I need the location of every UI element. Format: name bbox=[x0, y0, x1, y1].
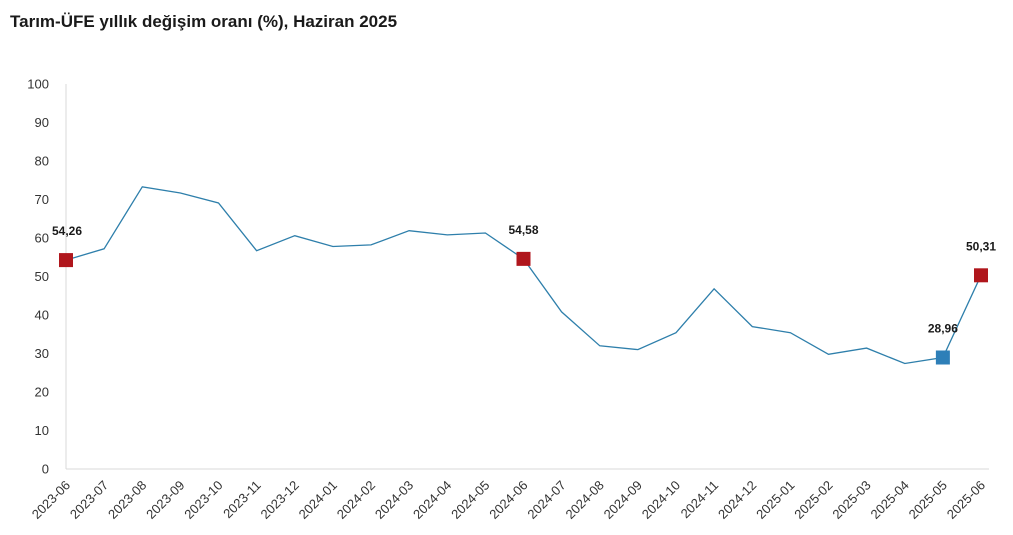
y-tick-label: 40 bbox=[35, 308, 49, 323]
x-tick-label: 2023-09 bbox=[143, 478, 187, 522]
x-tick-label: 2023-07 bbox=[67, 478, 111, 522]
x-tick-label: 2024-10 bbox=[639, 478, 683, 522]
highlight-marker bbox=[516, 251, 531, 266]
x-tick-label: 2024-03 bbox=[372, 478, 416, 522]
y-tick-label: 100 bbox=[27, 77, 49, 92]
x-tick-label: 2024-07 bbox=[524, 478, 568, 522]
x-tick-label: 2024-08 bbox=[563, 478, 607, 522]
y-tick-label: 80 bbox=[35, 154, 49, 169]
y-tick-label: 70 bbox=[35, 192, 49, 207]
x-tick-label: 2023-12 bbox=[258, 478, 302, 522]
x-tick-label: 2025-06 bbox=[944, 478, 988, 522]
y-tick-label: 10 bbox=[35, 423, 49, 438]
x-tick-label: 2023-08 bbox=[105, 478, 149, 522]
x-tick-label: 2024-01 bbox=[296, 478, 340, 522]
x-tick-label: 2025-03 bbox=[829, 478, 873, 522]
data-label: 54,58 bbox=[508, 223, 538, 237]
data-label: 28,96 bbox=[928, 322, 958, 336]
x-tick-label: 2024-06 bbox=[486, 478, 530, 522]
y-tick-label: 50 bbox=[35, 269, 49, 284]
x-tick-label: 2024-12 bbox=[715, 478, 759, 522]
x-tick-label: 2025-05 bbox=[906, 478, 950, 522]
highlight-marker bbox=[59, 253, 73, 268]
highlight-marker bbox=[974, 268, 988, 283]
y-tick-label: 20 bbox=[35, 385, 49, 400]
x-tick-label: 2024-04 bbox=[410, 478, 454, 522]
x-tick-label: 2025-02 bbox=[791, 478, 835, 522]
y-tick-label: 30 bbox=[35, 346, 49, 361]
chart-title: Tarım-ÜFE yıllık değişim oranı (%), Hazi… bbox=[10, 12, 398, 31]
x-tick-label: 2023-11 bbox=[220, 478, 264, 522]
x-tick-label: 2024-02 bbox=[334, 478, 378, 522]
highlight-marker bbox=[935, 350, 950, 365]
x-tick-label: 2025-04 bbox=[868, 478, 912, 522]
x-tick-label: 2023-06 bbox=[29, 478, 73, 522]
data-label: 50,31 bbox=[966, 239, 996, 253]
y-tick-label: 60 bbox=[35, 231, 49, 246]
y-tick-label: 90 bbox=[35, 115, 49, 130]
data-label: 54,26 bbox=[52, 224, 82, 238]
series-line bbox=[65, 186, 982, 365]
x-tick-label: 2024-11 bbox=[678, 478, 722, 522]
y-tick-label: 0 bbox=[42, 462, 49, 477]
x-tick-label: 2024-09 bbox=[601, 478, 645, 522]
x-tick-label: 2024-05 bbox=[448, 478, 492, 522]
x-tick-label: 2025-01 bbox=[753, 478, 797, 522]
x-tick-label: 2023-10 bbox=[181, 478, 225, 522]
